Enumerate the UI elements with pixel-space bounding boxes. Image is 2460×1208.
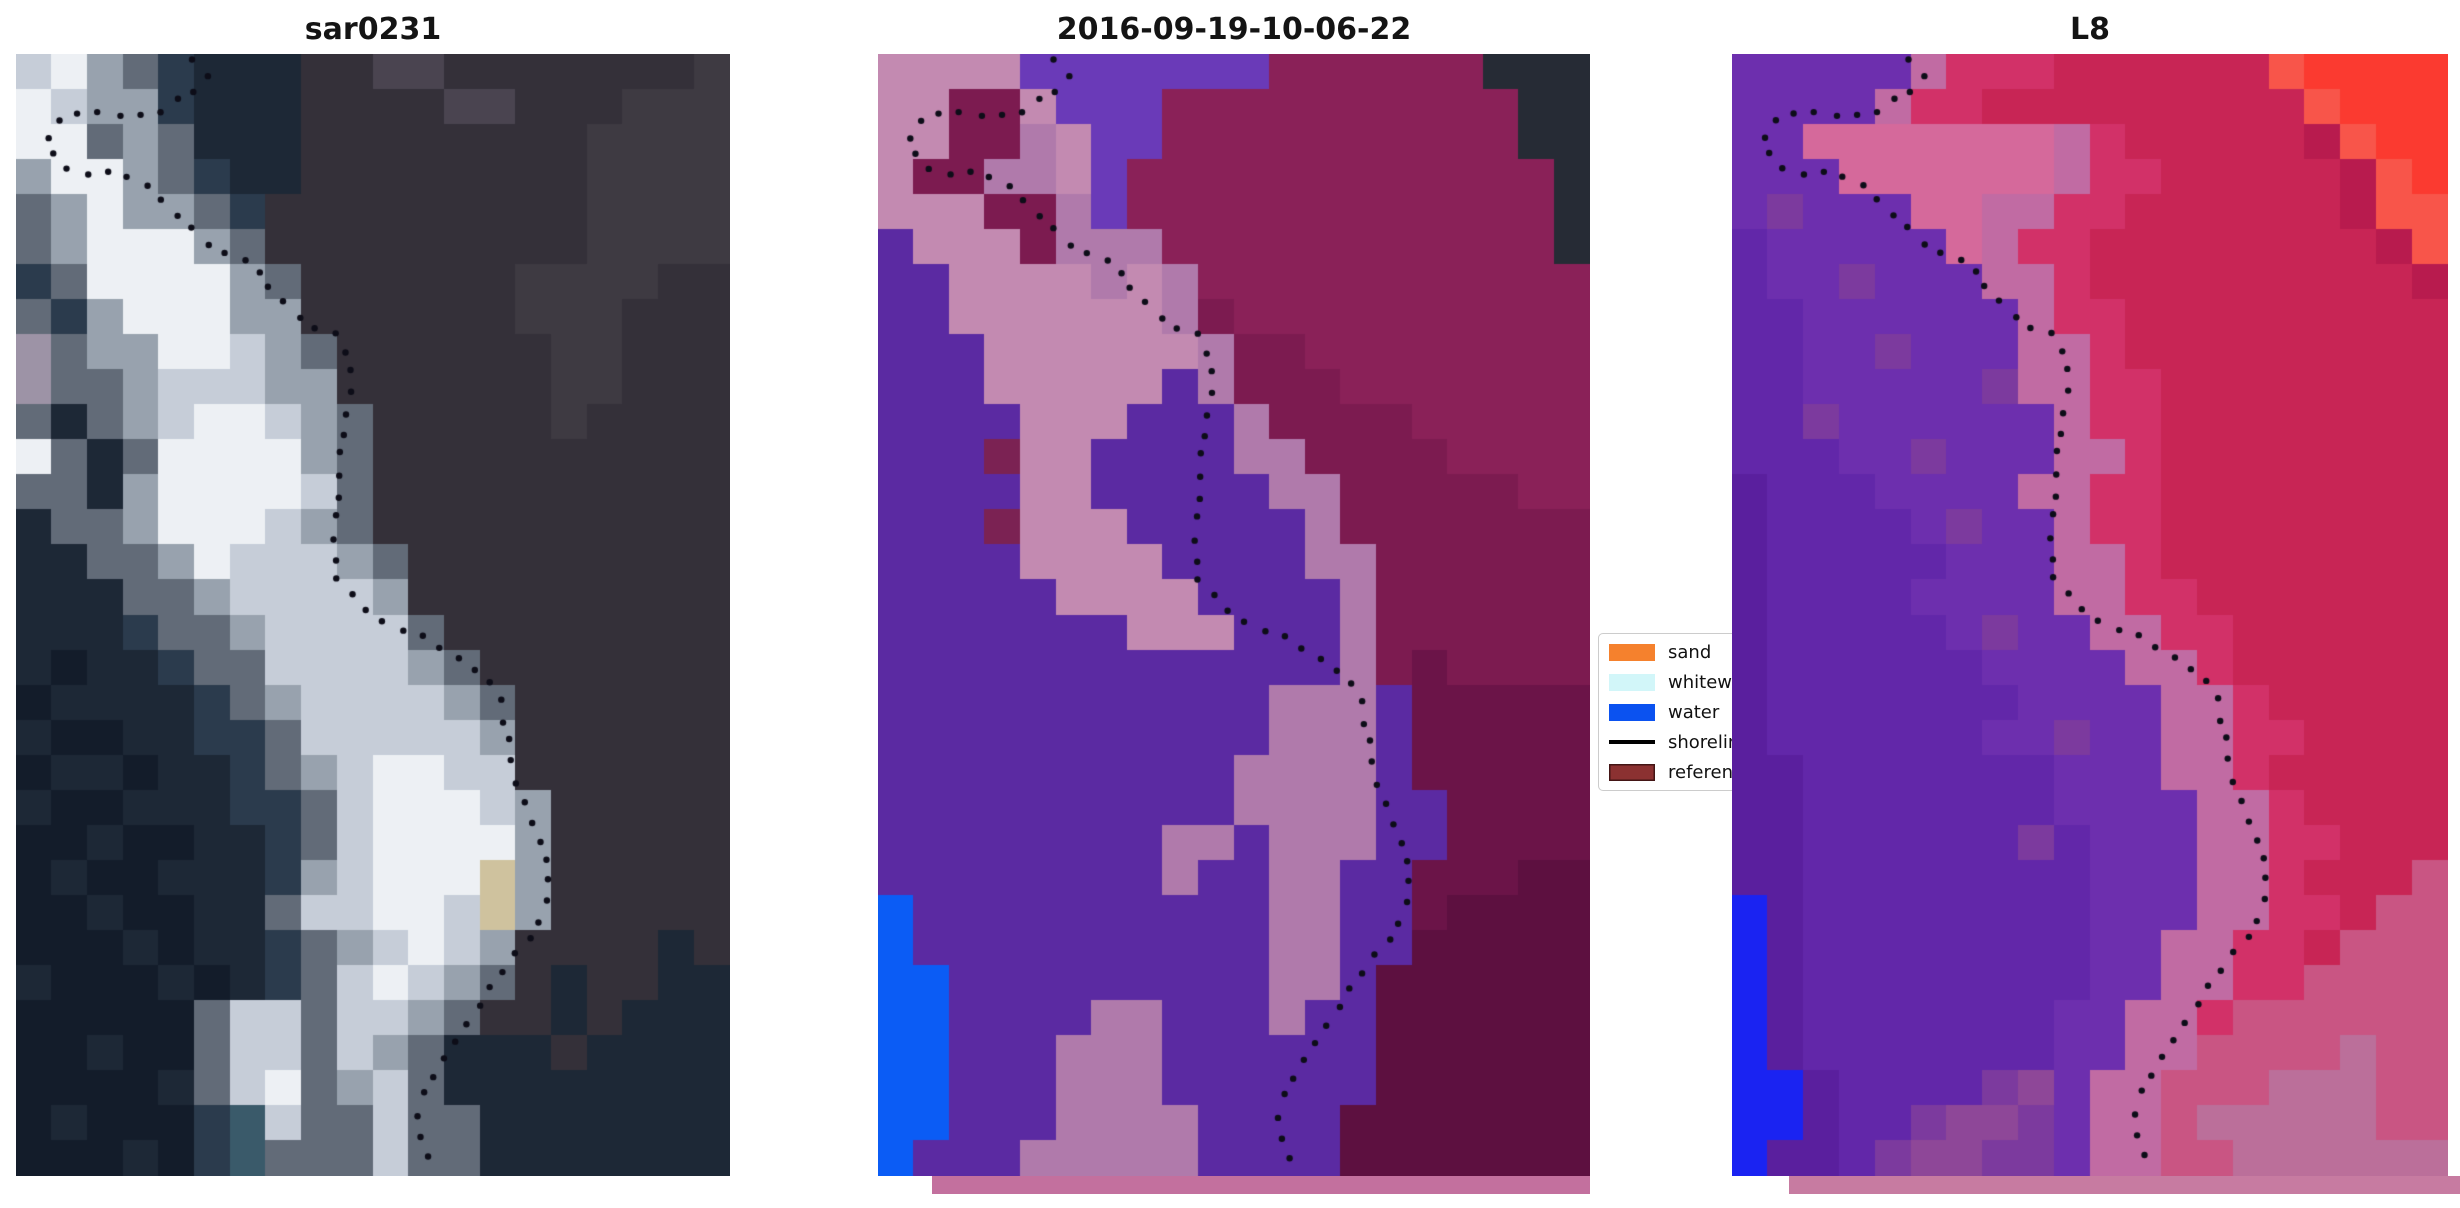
l8-image-canvas xyxy=(1732,54,2448,1176)
legend-swatch-reference-shoreline xyxy=(1609,763,1655,781)
panel-title-date: 2016-09-19-10-06-22 xyxy=(1056,12,1412,47)
classified-image-canvas xyxy=(878,54,1590,1176)
image-overflow-strip xyxy=(1789,1176,2460,1194)
legend-swatch-sand xyxy=(1609,643,1655,661)
legend-swatch-whitewater xyxy=(1609,673,1655,691)
panel-title-l8: L8 xyxy=(2070,12,2110,47)
legend-label: sand xyxy=(1668,641,1712,663)
legend-swatch-water xyxy=(1609,703,1655,721)
panel-sar-image xyxy=(16,54,730,1176)
legend-label: shoreline xyxy=(1668,731,1751,753)
image-overflow-strip xyxy=(932,1176,1590,1194)
panel-classified-image xyxy=(878,54,1590,1176)
legend-entry: shoreline xyxy=(1609,727,1825,757)
legend-entry: water xyxy=(1609,697,1825,727)
sar-image-canvas xyxy=(16,54,730,1176)
panel-title-sar: sar0231 xyxy=(304,12,442,47)
legend-swatch-shoreline xyxy=(1609,740,1655,744)
legend-entry: sand xyxy=(1609,637,1825,667)
legend-label: water xyxy=(1668,701,1720,723)
panel-l8-image xyxy=(1732,54,2448,1176)
